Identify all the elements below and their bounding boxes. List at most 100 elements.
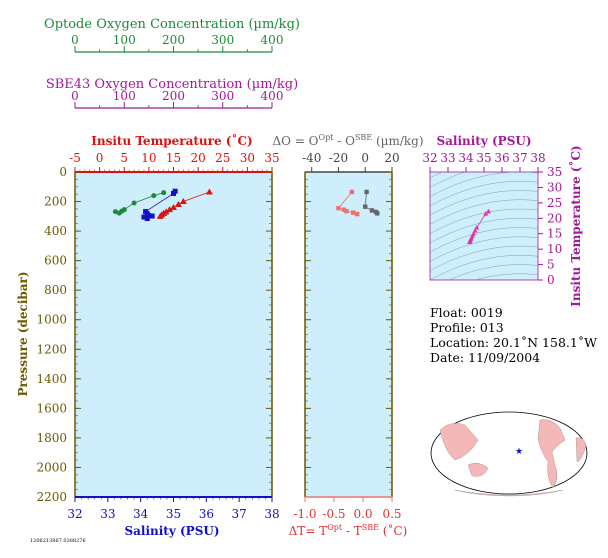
oxygen-point	[116, 210, 122, 216]
land-antarctica	[454, 489, 564, 497]
optode-axis-title: Optode Oxygen Concentration (µm/kg)	[44, 17, 300, 32]
pressure-tick-label: 0	[59, 165, 67, 179]
pressure-tick-label: 400	[44, 224, 67, 238]
land-australia	[467, 462, 489, 477]
pressure-tick-label: 1400	[36, 372, 67, 386]
pressure-tick-label: 2200	[36, 490, 67, 504]
ts-panel: Salinity (PSU) 32 33 34 35 36 37 38 0510152025…	[422, 134, 583, 307]
sbe43-axis: SBE43 Oxygen Concentration (µm/kg) 0 100 2…	[46, 77, 298, 109]
pressure-tick-label: 800	[44, 283, 67, 297]
ts-salinity-tick-label: 33	[440, 151, 455, 165]
ts-temperature-tick-label: 30	[547, 180, 562, 194]
temperature-point	[166, 206, 174, 213]
pressure-tick-label: 1000	[36, 313, 67, 327]
pressure-axis-label: Pressure (decibar)	[16, 271, 30, 396]
delta-t-point	[350, 210, 356, 215]
oxygen-point	[161, 190, 167, 196]
optode-axis: Optode Oxygen Concentration (µm/kg) 0 100…	[44, 17, 300, 53]
ts-point	[467, 239, 473, 245]
pressure-tick-label: 1600	[36, 401, 67, 415]
density-contour	[430, 190, 538, 216]
density-contour	[430, 181, 538, 207]
axis-tick-label: 300	[211, 33, 234, 47]
axis-tick-label: 0	[71, 89, 79, 103]
land-asia	[439, 423, 479, 461]
salinity-tick-label: 38	[264, 507, 279, 521]
salinity-point	[149, 213, 155, 219]
temperature-tick-label: 20	[190, 151, 205, 165]
profile-panel: Insitu Temperature (˚C) -5 0 5 10 15 20 25 30 35…	[16, 133, 280, 538]
delta-t-point	[336, 205, 341, 211]
ts-salinity-tick-label: 38	[530, 151, 545, 165]
ts-temperature-tick-label: 5	[547, 258, 555, 272]
ts-temperature-tick-label: 35	[547, 165, 562, 179]
ts-point	[486, 208, 491, 214]
delta-t-tick-label: -1.0	[293, 507, 316, 521]
density-contour	[430, 172, 538, 197]
oxygen-point	[112, 209, 118, 215]
pressure-tick-label: 200	[44, 195, 67, 209]
density-contour	[430, 172, 466, 188]
ts-point	[472, 228, 478, 233]
axis-tick-label: 200	[162, 33, 185, 47]
density-contour	[474, 273, 538, 280]
delta-t-point	[355, 211, 360, 217]
delta-o-point	[375, 211, 380, 216]
salinity-tick-label: 34	[133, 507, 149, 521]
temperature-axis-title: Insitu Temperature (˚C)	[91, 133, 252, 148]
pressure-tick-label: 2000	[36, 460, 67, 474]
date-label: Date: 11/09/2004	[430, 350, 541, 365]
pressure-tick-label: 600	[44, 254, 67, 268]
temperature-tick-label: 30	[240, 151, 255, 165]
ts-salinity-tick-label: 35	[476, 151, 491, 165]
delta-t-point	[349, 189, 355, 195]
temperature-point	[205, 188, 213, 195]
delta-o-point	[363, 204, 368, 209]
ts-point	[483, 211, 489, 216]
axis-tick-label: 0	[71, 33, 79, 47]
delta-t-title: ΔT= TOpt - TSBE (˚C)	[289, 523, 408, 538]
salinity-point	[146, 213, 152, 219]
temperature-tick-label: 25	[215, 151, 230, 165]
delta-t-point	[341, 207, 347, 212]
density-contour	[430, 255, 538, 280]
oxygen-point	[151, 193, 157, 199]
density-contour	[430, 227, 538, 253]
salinity-point	[141, 214, 147, 220]
float-location-marker: ★	[515, 447, 523, 457]
temperature-tick-label: 0	[96, 151, 104, 165]
density-contour	[430, 218, 538, 244]
salinity-tick-label: 37	[232, 507, 247, 521]
density-contour	[430, 208, 538, 234]
salinity-tick-label: 36	[199, 507, 214, 521]
salinity-tick-label: 33	[100, 507, 115, 521]
delta-t-tick-label: 0.5	[382, 507, 401, 521]
ts-temperature-tick-label: 25	[547, 196, 562, 210]
sbe43-axis-title: SBE43 Oxygen Concentration (µm/kg)	[46, 77, 298, 92]
ts-salinity-tick-label: 37	[512, 151, 527, 165]
delta-t-point	[344, 208, 349, 214]
density-contour	[430, 199, 538, 225]
ts-temperature-label: Insitu Temperature (˚C)	[568, 145, 583, 306]
ts-salinity-tick-label: 32	[422, 151, 437, 165]
axis-tick-label: 100	[113, 33, 136, 47]
land-europe-africa	[575, 437, 587, 463]
footer-id: 1206213867.0388276	[30, 538, 86, 544]
axis-tick-label: 200	[162, 89, 185, 103]
delta-o-tick-label: 20	[384, 151, 399, 165]
ts-temperature-tick-label: 20	[547, 211, 562, 225]
ts-salinity-tick-label: 34	[458, 151, 474, 165]
ts-salinity-tick-label: 36	[494, 151, 509, 165]
profile-label: Profile: 013	[430, 320, 504, 335]
axis-tick-label: 100	[113, 89, 136, 103]
temperature-point	[174, 201, 182, 207]
ts-salinity-title: Salinity (PSU)	[436, 134, 531, 148]
density-contour	[430, 236, 538, 262]
salinity-tick-label: 32	[67, 507, 82, 521]
ts-temperature-tick-label: 0	[547, 273, 555, 287]
world-map: ★	[430, 411, 588, 497]
delta-o-point	[364, 189, 369, 195]
temperature-tick-label: 35	[264, 151, 279, 165]
land-americas	[537, 419, 566, 489]
density-contour	[430, 245, 538, 271]
